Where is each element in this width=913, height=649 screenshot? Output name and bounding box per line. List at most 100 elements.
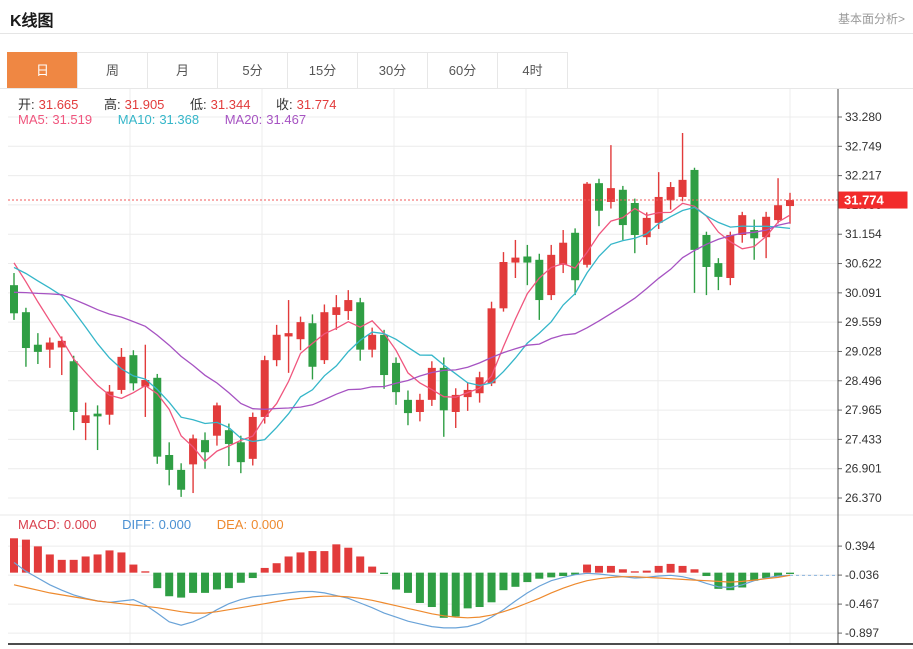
candle-body <box>105 391 114 415</box>
candle-body <box>714 263 723 277</box>
tabbar-baseline <box>0 88 913 89</box>
candle-body <box>224 430 233 444</box>
candlestick <box>177 463 186 497</box>
candle-body <box>499 262 508 309</box>
macd-bar <box>260 567 269 573</box>
ma20-value: 31.467 <box>266 112 307 127</box>
candlestick <box>165 442 174 486</box>
macd-bar <box>427 572 436 608</box>
macd-bar <box>236 572 245 583</box>
candle-body <box>129 355 138 384</box>
macd-bar <box>380 572 389 574</box>
open-label: 开: <box>18 97 35 112</box>
macd-bar <box>499 572 508 591</box>
axis-tick-label: 28.496 <box>845 374 882 388</box>
macd-bar <box>666 563 675 573</box>
candle-body <box>368 334 377 350</box>
candle-body <box>463 389 472 398</box>
axis-tick-label: 27.965 <box>845 403 882 417</box>
candlestick <box>272 324 281 367</box>
candle-body <box>678 179 687 197</box>
candle-body <box>559 242 568 265</box>
candle-body <box>380 334 389 376</box>
macd-bar <box>272 563 281 573</box>
macd-bar <box>678 565 687 573</box>
macd-bar <box>296 552 305 573</box>
macd-bar <box>618 569 627 573</box>
candlestick <box>427 361 436 406</box>
macd-bar <box>690 569 699 573</box>
tab-5分[interactable]: 5分 <box>217 52 288 89</box>
candle-body <box>272 334 281 361</box>
macd-bar <box>368 566 377 573</box>
candle-body <box>594 183 603 211</box>
candle-body <box>606 188 615 202</box>
axis-tick-label: 26.901 <box>845 462 882 476</box>
candlestick <box>81 402 90 441</box>
candlestick <box>606 145 615 209</box>
macd-bar <box>523 572 532 583</box>
candle-body <box>774 205 783 221</box>
macd-bar <box>487 572 496 603</box>
candlestick <box>654 172 663 229</box>
ma10-value: 31.368 <box>159 112 200 127</box>
candle-body <box>260 360 269 417</box>
candlestick <box>248 412 257 466</box>
candle-body <box>165 454 174 470</box>
tab-30分[interactable]: 30分 <box>357 52 428 89</box>
axis-tick-label: 30.622 <box>845 257 882 271</box>
candlestick <box>559 230 568 274</box>
tab-日[interactable]: 日 <box>7 52 78 89</box>
candle-body <box>403 399 412 414</box>
candlestick <box>57 336 66 376</box>
candlestick <box>666 182 675 210</box>
tab-周[interactable]: 周 <box>77 52 148 89</box>
macd-bar <box>129 564 138 573</box>
fundamental-analysis-link[interactable]: 基本面分析> <box>837 12 905 26</box>
candlestick <box>726 231 735 286</box>
candlestick <box>403 390 412 426</box>
tab-60分[interactable]: 60分 <box>427 52 498 89</box>
candlestick <box>10 273 18 320</box>
candlestick <box>690 167 699 293</box>
macd-bar <box>714 572 723 589</box>
candle-body <box>189 438 198 465</box>
macd-bar <box>45 554 54 573</box>
macd-bar <box>320 551 329 573</box>
axis-tick-label: 29.028 <box>845 344 882 358</box>
macd-bar <box>344 547 353 573</box>
macd-bar <box>81 556 90 573</box>
candle-body <box>10 285 18 314</box>
candle-body <box>69 361 78 412</box>
tab-月[interactable]: 月 <box>147 52 218 89</box>
open-value: 31.665 <box>38 97 79 112</box>
macd-bar <box>189 572 198 593</box>
tab-15分[interactable]: 15分 <box>287 52 358 89</box>
candlestick <box>583 182 592 268</box>
macd-value: 0.000 <box>63 517 97 532</box>
axis-tick-label: 31.154 <box>845 227 882 241</box>
candle-body <box>630 203 639 235</box>
period-tabbar: 日周月 5分 15分 30分 60分 4时 <box>7 52 568 89</box>
candle-body <box>702 234 711 267</box>
candle-body <box>141 380 150 387</box>
candlestick <box>738 211 747 243</box>
macd-layer <box>10 538 838 629</box>
macd-bar <box>571 572 580 575</box>
candle-body <box>750 230 759 239</box>
macd-tick-label: 0.394 <box>845 539 875 553</box>
candlestick <box>224 423 233 467</box>
candlestick <box>69 355 78 431</box>
candle-body <box>571 232 580 281</box>
macd-bar <box>165 572 174 597</box>
macd-bar <box>654 565 663 573</box>
page-title: K线图 <box>10 13 54 30</box>
grid-layer <box>8 89 838 644</box>
current-price-marker: 31.774 <box>838 191 908 209</box>
candlestick <box>702 231 711 296</box>
candlestick <box>356 297 365 361</box>
macd-bar <box>726 572 735 591</box>
tab-4时[interactable]: 4时 <box>497 52 568 89</box>
candlestick <box>344 290 353 320</box>
